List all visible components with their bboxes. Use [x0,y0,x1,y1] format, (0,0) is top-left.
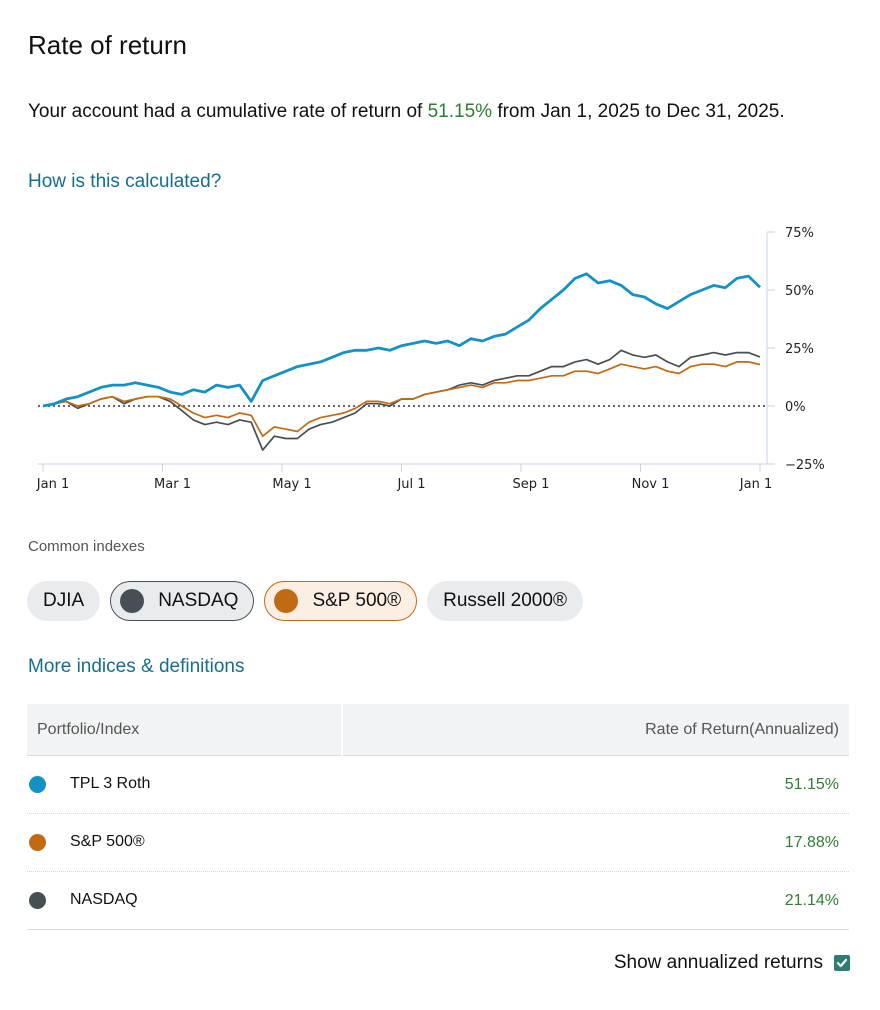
chart-svg: 75% 50% 25% 0% −25% Jan 1 Mar 1 May 1 Jul 1 Sep 1… [36,226,825,492]
row-value: 51.15% [341,755,849,814]
row-name: NASDAQ [70,891,138,909]
annualized-checkbox[interactable] [834,955,850,971]
row-value: 21.14% [341,871,849,930]
return-summary: Your account had a cumulative rate of re… [28,96,828,127]
y-tick-label: −25% [785,458,825,473]
row-name: S&P 500® [70,833,145,851]
common-indexes-label: Common indexes [28,538,145,555]
how-calculated-link[interactable]: How is this calculated? [28,171,222,192]
summary-prefix: Your account had a cumulative rate of re… [28,101,428,122]
nasdaq-line [42,349,761,451]
x-tick-label: Jul 1 [396,477,425,492]
chip-label: NASDAQ [158,590,239,611]
x-tick-label: Sep 1 [513,477,550,492]
row-name: TPL 3 Roth [70,775,151,793]
sp500-line [42,361,761,438]
nasdaq-color-dot-icon [120,589,145,613]
chart-axes: 75% 50% 25% 0% −25% Jan 1 Mar 1 May 1 Jul 1 Sep 1… [36,226,825,492]
returns-table: Portfolio/Index Rate of Return(Annualize… [27,704,849,930]
portfolio-line [42,272,761,408]
chip-djia[interactable]: DJIA [27,581,101,621]
annualized-toggle: Show annualized returns [614,952,850,974]
nasdaq-dot-icon [29,891,46,909]
chip-label: DJIA [43,590,85,611]
x-tick-label: May 1 [272,477,311,492]
x-tick-label: Nov 1 [632,477,670,492]
sp500-dot-icon [29,833,46,851]
chip-label: Russell 2000® [443,590,567,611]
chip-nasdaq[interactable]: NASDAQ [110,581,255,621]
header-portfolio-index: Portfolio/Index [27,704,342,756]
index-chips: DJIA NASDAQ S&P 500® Russell 2000® [27,581,583,621]
chart-series [42,272,761,451]
y-tick-label: 50% [785,284,814,299]
portfolio-dot-icon [29,775,46,793]
y-tick-label: 25% [785,342,814,357]
table-row: TPL 3 Roth 51.15% [27,755,849,814]
row-value: 17.88% [341,813,849,872]
checkmark-icon [836,958,848,968]
sp500-color-dot-icon [274,589,299,613]
table-header-row: Portfolio/Index Rate of Return(Annualize… [27,704,849,756]
chip-label: S&P 500® [312,590,402,611]
summary-suffix: from Jan 1, 2025 to Dec 31, 2025. [492,101,785,122]
more-indices-link[interactable]: More indices & definitions [28,656,245,677]
x-tick-label: Jan 1 [739,477,772,492]
annualized-label: Show annualized returns [613,952,823,973]
summary-return-value: 51.15% [427,101,493,122]
y-tick-label: 0% [785,400,806,415]
y-tick-label: 75% [785,226,814,241]
header-rate-of-return: Rate of Return(Annualized) [340,704,849,756]
table-row: S&P 500® 17.88% [27,813,849,872]
table-row: NASDAQ 21.14% [27,871,849,930]
x-tick-label: Jan 1 [36,477,69,492]
x-tick-label: Mar 1 [154,477,191,492]
chip-russell-2000[interactable]: Russell 2000® [427,581,583,621]
page-title: Rate of return [28,30,187,60]
rate-of-return-chart: 75% 50% 25% 0% −25% Jan 1 Mar 1 May 1 Jul 1 Sep 1… [0,215,880,505]
chip-sp500[interactable]: S&P 500® [264,581,418,621]
